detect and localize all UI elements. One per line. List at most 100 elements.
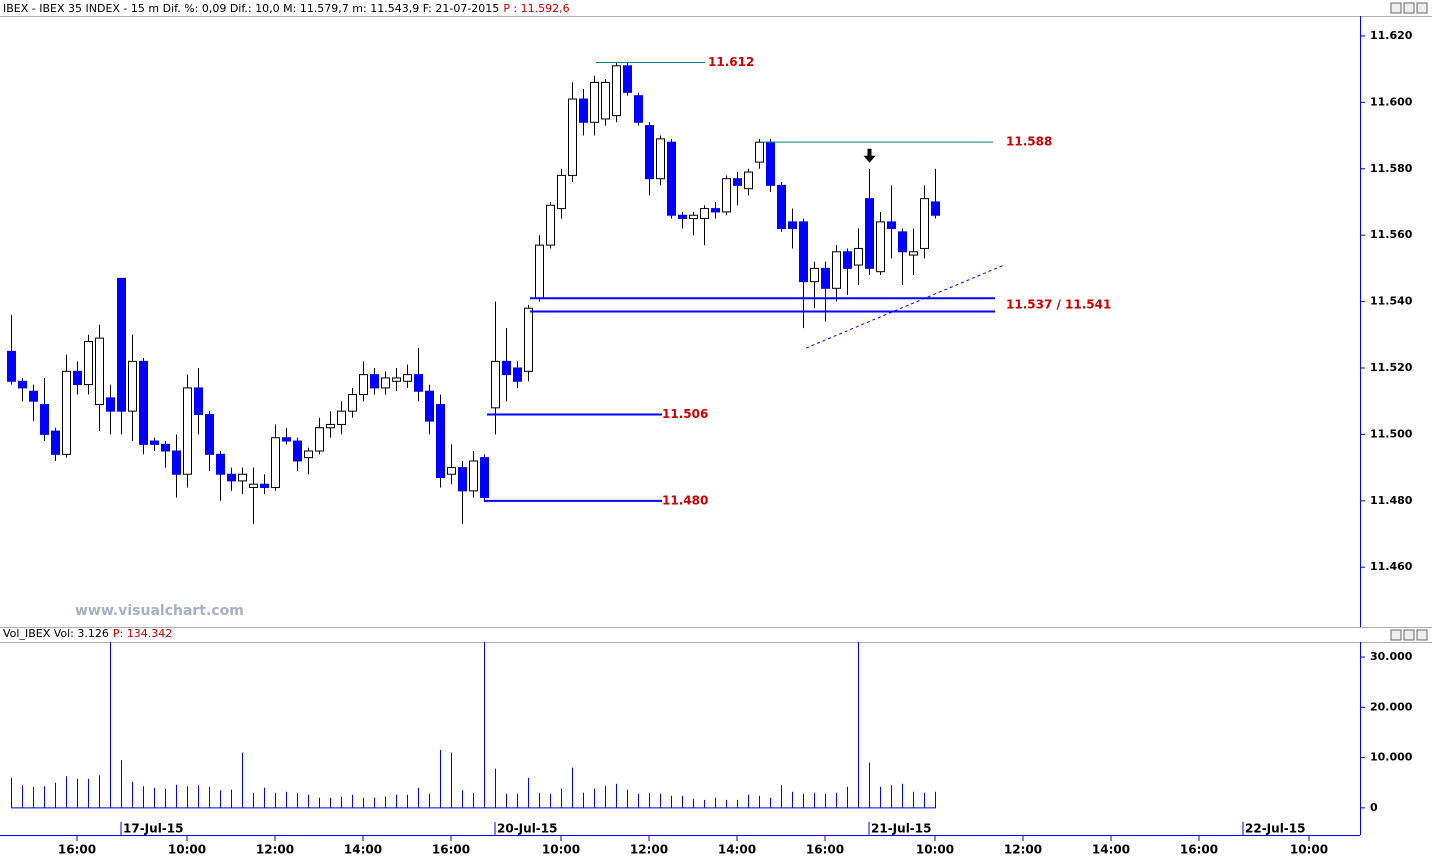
price-title: IBEX - IBEX 35 INDEX - 15 m Dif. %: 0,09… <box>3 2 499 15</box>
candle-body <box>854 247 863 266</box>
candle-body <box>84 340 93 386</box>
candle-body <box>403 374 412 382</box>
candle-body <box>832 251 841 289</box>
candle-body <box>425 390 434 422</box>
y-tick-label: 11.540 <box>1370 295 1413 308</box>
x-tick-label: 12:00 <box>1004 843 1042 857</box>
candle-body <box>29 390 38 402</box>
candle-body <box>656 138 665 180</box>
volume-title: Vol_IBEX Vol: 3.126 <box>3 627 109 640</box>
candle-body <box>491 360 500 409</box>
y-tick-label: 30.000 <box>1370 650 1413 663</box>
candle-body <box>392 377 401 382</box>
candle-body <box>502 360 511 376</box>
candle-body <box>689 214 698 220</box>
candle-body <box>766 141 775 186</box>
candle-body <box>271 437 280 489</box>
y-tick-label: 11.520 <box>1370 361 1413 374</box>
candle-body <box>414 374 423 392</box>
volume-last: P: 134.342 <box>113 627 172 640</box>
candle-body <box>249 483 258 489</box>
maximize-button[interactable] <box>1403 2 1415 14</box>
candle-body <box>95 337 104 406</box>
minimize-button[interactable] <box>1390 2 1402 14</box>
candle-body <box>678 214 687 220</box>
y-tick-label: 11.620 <box>1370 29 1413 42</box>
candle-body <box>194 387 203 415</box>
signal-arrow <box>863 148 876 163</box>
candle-body <box>909 251 918 256</box>
level-label: 11.537 / 11.541 <box>1006 297 1111 311</box>
candle-body <box>557 174 566 210</box>
maximize-button[interactable] <box>1403 629 1415 641</box>
window-buttons <box>1390 2 1428 641</box>
candle-body <box>799 221 808 283</box>
y-tick-label: 11.600 <box>1370 95 1413 108</box>
y-tick-label: 11.460 <box>1370 560 1413 573</box>
candle-body <box>458 467 467 492</box>
date-label: 21-Jul-15 <box>871 822 931 836</box>
candle-body <box>282 437 291 442</box>
level-label: 11.612 <box>708 55 754 69</box>
price-header: IBEX - IBEX 35 INDEX - 15 m Dif. %: 0,09… <box>3 2 570 15</box>
volume-header: Vol_IBEX Vol: 3.126 P: 134.342 <box>3 627 172 640</box>
candle-body <box>216 453 225 475</box>
close-button[interactable] <box>1416 2 1428 14</box>
candle-body <box>722 178 731 213</box>
candle-body <box>546 204 555 246</box>
candle-body <box>865 198 874 269</box>
candle-body <box>623 65 632 93</box>
level-label: 11.506 <box>662 407 708 421</box>
candle-body <box>370 374 379 389</box>
candle-body <box>128 360 137 412</box>
candle-body <box>51 430 60 455</box>
x-tick-label: 10:00 <box>916 843 954 857</box>
x-tick-label: 10:00 <box>168 843 206 857</box>
candle-body <box>788 221 797 230</box>
candle-body <box>744 171 753 190</box>
y-tick-label: 11.480 <box>1370 494 1413 507</box>
date-label: 22-Jul-15 <box>1245 822 1305 836</box>
candle-body <box>777 184 786 230</box>
candle-body <box>887 221 896 230</box>
candle-body <box>106 397 115 412</box>
minimize-button[interactable] <box>1390 629 1402 641</box>
candle-body <box>612 65 621 117</box>
x-tick-label: 12:00 <box>630 843 668 857</box>
price-last: P : 11.592,6 <box>503 2 569 15</box>
candle-body <box>590 81 599 123</box>
candle-body <box>645 125 654 180</box>
candle-body <box>920 198 929 249</box>
candle-body <box>205 413 214 455</box>
candle-body <box>436 404 445 479</box>
candle-body <box>172 450 181 475</box>
level-label: 11.588 <box>1006 135 1052 149</box>
candle-body <box>733 178 742 186</box>
close-button[interactable] <box>1416 629 1428 641</box>
candle-body <box>7 350 16 382</box>
candle-body <box>821 267 830 289</box>
candle-body <box>755 141 764 163</box>
candle-body <box>876 221 885 273</box>
candle-body <box>931 201 940 216</box>
candle-body <box>535 244 544 299</box>
candle-body <box>579 98 588 123</box>
x-tick-label: 14:00 <box>1092 843 1130 857</box>
y-tick-label: 11.560 <box>1370 228 1413 241</box>
y-tick-label: 0 <box>1370 801 1378 814</box>
watermark: www.visualchart.com <box>75 603 244 619</box>
candle-body <box>62 370 71 455</box>
candle-body <box>315 427 324 452</box>
y-tick-label: 11.500 <box>1370 427 1413 440</box>
date-label: 17-Jul-15 <box>123 822 183 836</box>
candle-body <box>183 387 192 475</box>
candle-body <box>700 208 709 220</box>
candle-body <box>810 267 819 283</box>
x-tick-label: 16:00 <box>432 843 470 857</box>
candle-body <box>117 277 126 412</box>
y-tick-label: 10.000 <box>1370 751 1413 764</box>
x-tick-label: 12:00 <box>256 843 294 857</box>
